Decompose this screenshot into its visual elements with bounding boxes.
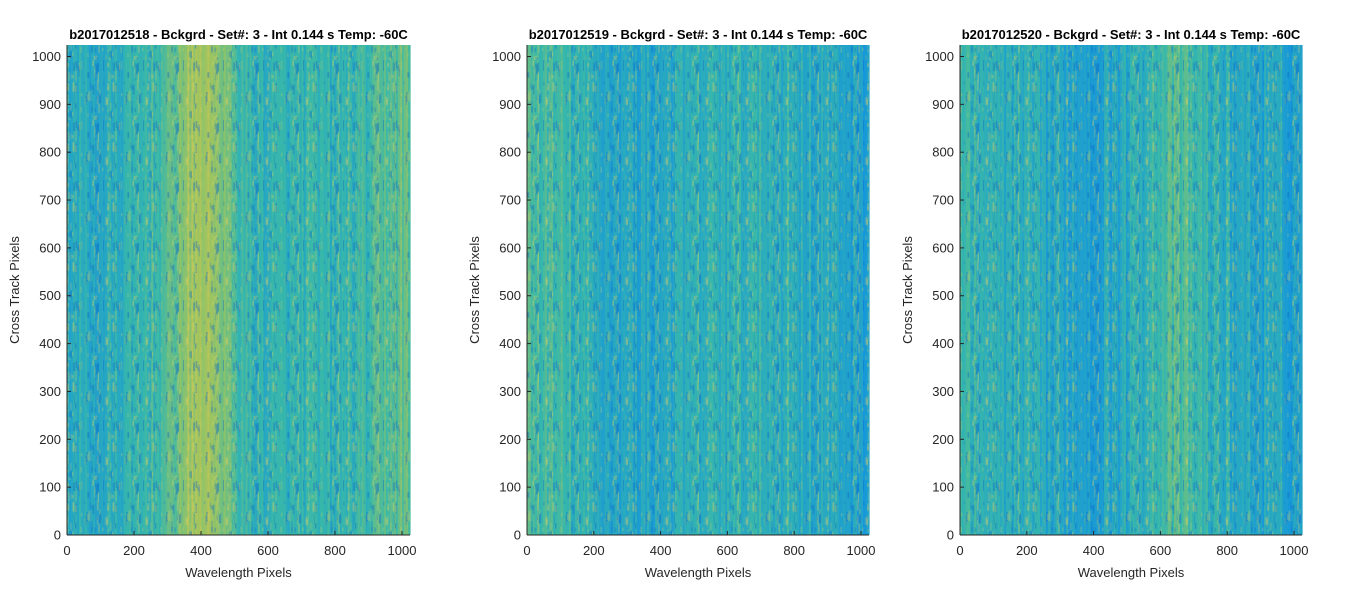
x-tick-label: 1000 (1280, 543, 1309, 558)
y-tick-label: 200 (499, 432, 521, 447)
x-tick-label: 1000 (388, 543, 417, 558)
x-axis-label: Wavelength Pixels (185, 565, 292, 580)
x-tick-label: 800 (324, 543, 346, 558)
heatmap-noise (67, 45, 410, 535)
y-tick-label: 0 (947, 528, 954, 543)
chart-title: b2017012518 - Bckgrd - Set#: 3 - Int 0.1… (69, 27, 408, 42)
y-tick-label: 1000 (492, 49, 521, 64)
y-tick-label: 100 (932, 480, 954, 495)
y-axis-label: Cross Track Pixels (900, 236, 915, 344)
x-tick-label: 400 (190, 543, 212, 558)
heatmap-image (67, 45, 411, 535)
y-tick-label: 1000 (32, 49, 61, 64)
y-tick-label: 500 (499, 288, 521, 303)
x-tick-label: 1000 (847, 543, 876, 558)
y-tick-label: 200 (39, 432, 61, 447)
chart-title: b2017012520 - Bckgrd - Set#: 3 - Int 0.1… (962, 27, 1301, 42)
y-tick-label: 700 (932, 193, 954, 208)
y-tick-label: 100 (499, 480, 521, 495)
y-tick-label: 0 (514, 528, 521, 543)
y-tick-label: 600 (932, 240, 954, 255)
y-tick-label: 500 (39, 288, 61, 303)
y-axis-label: Cross Track Pixels (467, 236, 482, 344)
x-axis-label: Wavelength Pixels (645, 565, 752, 580)
x-tick-label: 0 (956, 543, 963, 558)
x-tick-label: 0 (63, 543, 70, 558)
y-tick-label: 800 (932, 145, 954, 160)
y-tick-label: 500 (932, 288, 954, 303)
chart-panel-2: b2017012519 - Bckgrd - Set#: 3 - Int 0.1… (467, 27, 875, 580)
y-tick-label: 600 (499, 240, 521, 255)
chart-panel-1: b2017012518 - Bckgrd - Set#: 3 - Int 0.1… (7, 27, 416, 580)
heatmap-noise (527, 45, 869, 535)
heatmap-noise (960, 45, 1302, 535)
x-tick-label: 800 (783, 543, 805, 558)
y-tick-label: 900 (499, 97, 521, 112)
y-tick-label: 400 (499, 336, 521, 351)
y-axis-label: Cross Track Pixels (7, 236, 22, 344)
x-tick-label: 400 (650, 543, 672, 558)
y-tick-label: 300 (499, 384, 521, 399)
x-tick-label: 0 (523, 543, 530, 558)
heatmap-image (960, 45, 1303, 535)
y-tick-label: 900 (39, 97, 61, 112)
y-tick-label: 100 (39, 480, 61, 495)
y-tick-label: 300 (932, 384, 954, 399)
y-tick-label: 400 (39, 336, 61, 351)
y-tick-label: 800 (499, 145, 521, 160)
x-tick-label: 200 (583, 543, 605, 558)
x-tick-label: 600 (717, 543, 739, 558)
chart-title: b2017012519 - Bckgrd - Set#: 3 - Int 0.1… (529, 27, 868, 42)
y-tick-label: 900 (932, 97, 954, 112)
y-tick-label: 200 (932, 432, 954, 447)
x-tick-label: 600 (1150, 543, 1172, 558)
chart-panel-3: b2017012520 - Bckgrd - Set#: 3 - Int 0.1… (900, 27, 1308, 580)
x-tick-label: 200 (1016, 543, 1038, 558)
y-tick-label: 700 (499, 193, 521, 208)
y-tick-label: 700 (39, 193, 61, 208)
x-tick-label: 400 (1083, 543, 1105, 558)
x-tick-label: 800 (1216, 543, 1238, 558)
x-tick-label: 600 (257, 543, 279, 558)
x-tick-label: 200 (123, 543, 145, 558)
y-tick-label: 300 (39, 384, 61, 399)
heatmap-image (527, 45, 870, 535)
y-tick-label: 600 (39, 240, 61, 255)
y-tick-label: 0 (54, 528, 61, 543)
y-tick-label: 1000 (925, 49, 954, 64)
x-axis-label: Wavelength Pixels (1078, 565, 1185, 580)
y-tick-label: 800 (39, 145, 61, 160)
y-tick-label: 400 (932, 336, 954, 351)
